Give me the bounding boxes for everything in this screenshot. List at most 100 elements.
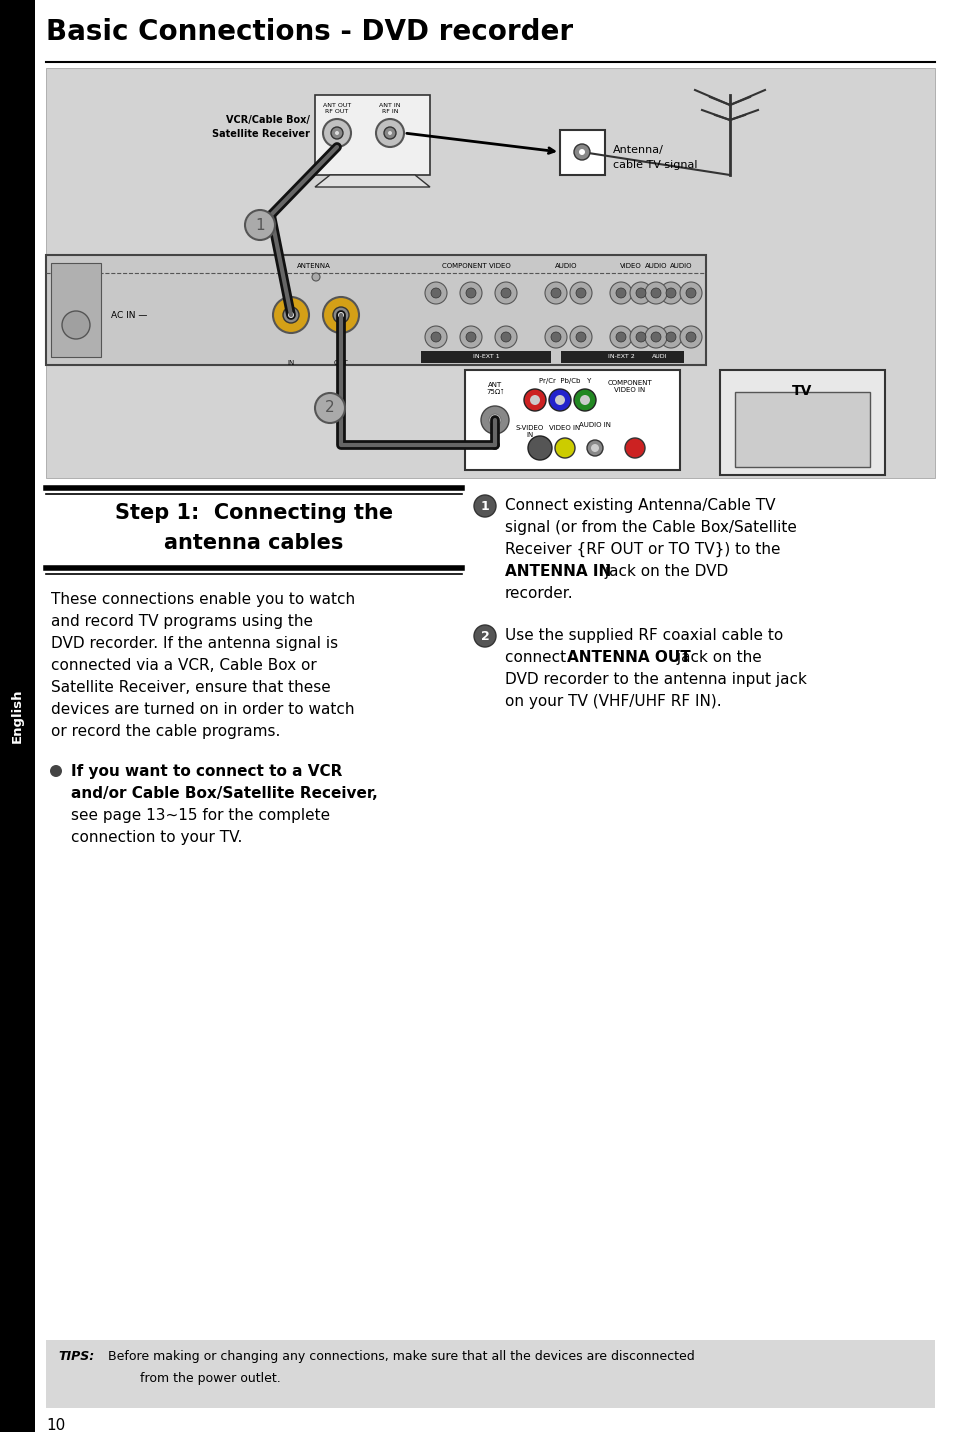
Circle shape bbox=[650, 288, 660, 298]
Bar bbox=[734, 392, 869, 467]
Text: AUDIO: AUDIO bbox=[644, 263, 666, 269]
Circle shape bbox=[685, 288, 696, 298]
Text: IN-EXT 2: IN-EXT 2 bbox=[607, 355, 634, 359]
Circle shape bbox=[551, 332, 560, 342]
Circle shape bbox=[50, 765, 62, 778]
Bar bbox=[636, 351, 683, 362]
Circle shape bbox=[609, 282, 631, 304]
Text: IN-EXT 1: IN-EXT 1 bbox=[472, 355, 498, 359]
Circle shape bbox=[685, 332, 696, 342]
Circle shape bbox=[569, 282, 592, 304]
Text: If you want to connect to a VCR: If you want to connect to a VCR bbox=[71, 765, 342, 779]
Circle shape bbox=[388, 130, 392, 135]
Text: 2: 2 bbox=[325, 401, 335, 415]
Circle shape bbox=[424, 282, 447, 304]
Text: DVD recorder to the antenna input jack: DVD recorder to the antenna input jack bbox=[504, 672, 806, 687]
Text: ANTENNA IN: ANTENNA IN bbox=[504, 564, 611, 579]
Text: TV: TV bbox=[791, 384, 811, 398]
Circle shape bbox=[659, 282, 681, 304]
Circle shape bbox=[384, 127, 395, 139]
Text: Receiver {RF OUT or TO TV}) to the: Receiver {RF OUT or TO TV}) to the bbox=[504, 541, 780, 557]
Circle shape bbox=[424, 326, 447, 348]
Text: AUDIO IN: AUDIO IN bbox=[578, 422, 610, 428]
Text: jack on the: jack on the bbox=[671, 650, 760, 664]
Circle shape bbox=[375, 119, 403, 147]
Circle shape bbox=[273, 296, 309, 334]
Circle shape bbox=[659, 326, 681, 348]
Text: 2: 2 bbox=[480, 630, 489, 643]
Circle shape bbox=[495, 326, 517, 348]
Bar bbox=[46, 67, 934, 478]
Circle shape bbox=[629, 282, 651, 304]
Circle shape bbox=[459, 326, 481, 348]
Text: AC IN —: AC IN — bbox=[111, 311, 147, 319]
Circle shape bbox=[636, 332, 645, 342]
Circle shape bbox=[62, 311, 90, 339]
Text: see page 13~15 for the complete: see page 13~15 for the complete bbox=[71, 808, 330, 823]
Circle shape bbox=[650, 332, 660, 342]
Text: Connect existing Antenna/Cable TV: Connect existing Antenna/Cable TV bbox=[504, 498, 775, 513]
Text: TIPS:: TIPS: bbox=[58, 1350, 94, 1363]
Text: 1: 1 bbox=[480, 500, 489, 513]
Text: Pr/Cr  Pb/Cb   Y: Pr/Cr Pb/Cb Y bbox=[538, 378, 591, 384]
Circle shape bbox=[555, 395, 564, 405]
Polygon shape bbox=[314, 175, 430, 188]
Circle shape bbox=[500, 288, 511, 298]
Bar bbox=[559, 130, 604, 175]
Circle shape bbox=[578, 149, 584, 155]
Circle shape bbox=[679, 326, 701, 348]
Circle shape bbox=[544, 282, 566, 304]
Text: ANT IN
RF IN: ANT IN RF IN bbox=[379, 103, 400, 113]
Circle shape bbox=[555, 438, 575, 458]
Text: These connections enable you to watch: These connections enable you to watch bbox=[51, 591, 355, 607]
Circle shape bbox=[665, 332, 676, 342]
Circle shape bbox=[644, 282, 666, 304]
Text: Before making or changing any connections, make sure that all the devices are di: Before making or changing any connection… bbox=[100, 1350, 694, 1363]
Circle shape bbox=[616, 288, 625, 298]
Circle shape bbox=[576, 332, 585, 342]
Bar bbox=[420, 351, 551, 362]
Text: S-VIDEO
IN: S-VIDEO IN bbox=[516, 425, 543, 438]
Circle shape bbox=[523, 390, 545, 411]
Bar bbox=[51, 263, 101, 357]
Text: VIDEO IN: VIDEO IN bbox=[549, 425, 580, 431]
Circle shape bbox=[569, 326, 592, 348]
Circle shape bbox=[312, 274, 319, 281]
Circle shape bbox=[500, 332, 511, 342]
Circle shape bbox=[323, 296, 358, 334]
Circle shape bbox=[609, 326, 631, 348]
Text: COMPONENT VIDEO: COMPONENT VIDEO bbox=[441, 263, 510, 269]
Text: 10: 10 bbox=[46, 1418, 65, 1432]
Circle shape bbox=[527, 435, 552, 460]
Circle shape bbox=[431, 288, 440, 298]
Circle shape bbox=[665, 288, 676, 298]
Text: AUDIO: AUDIO bbox=[554, 263, 577, 269]
Bar bbox=[46, 1340, 934, 1408]
Text: VCR/Cable Box/: VCR/Cable Box/ bbox=[226, 115, 310, 125]
Text: connection to your TV.: connection to your TV. bbox=[71, 831, 242, 845]
Bar bbox=[560, 351, 680, 362]
Circle shape bbox=[629, 326, 651, 348]
Circle shape bbox=[576, 288, 585, 298]
Circle shape bbox=[465, 332, 476, 342]
Text: devices are turned on in order to watch: devices are turned on in order to watch bbox=[51, 702, 355, 717]
Text: ANTENNA: ANTENNA bbox=[296, 263, 331, 269]
Text: Use the supplied RF coaxial cable to: Use the supplied RF coaxial cable to bbox=[504, 629, 782, 643]
Text: or record the cable programs.: or record the cable programs. bbox=[51, 725, 280, 739]
Circle shape bbox=[465, 288, 476, 298]
Text: AUDI: AUDI bbox=[652, 355, 667, 359]
Circle shape bbox=[489, 414, 500, 425]
Circle shape bbox=[530, 395, 539, 405]
Text: Satellite Receiver, ensure that these: Satellite Receiver, ensure that these bbox=[51, 680, 331, 695]
Text: Satellite Receiver: Satellite Receiver bbox=[212, 129, 310, 139]
Circle shape bbox=[586, 440, 602, 455]
Text: on your TV (VHF/UHF RF IN).: on your TV (VHF/UHF RF IN). bbox=[504, 695, 720, 709]
Text: and record TV programs using the: and record TV programs using the bbox=[51, 614, 313, 629]
Circle shape bbox=[579, 395, 589, 405]
Circle shape bbox=[431, 332, 440, 342]
Text: IN: IN bbox=[287, 359, 294, 367]
Circle shape bbox=[459, 282, 481, 304]
Bar bbox=[46, 255, 705, 365]
Bar bbox=[0, 0, 35, 1432]
Text: DVD recorder. If the antenna signal is: DVD recorder. If the antenna signal is bbox=[51, 636, 337, 652]
